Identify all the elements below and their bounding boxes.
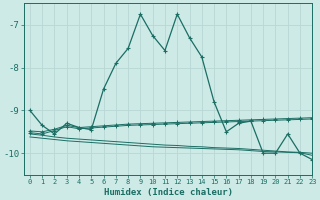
X-axis label: Humidex (Indice chaleur): Humidex (Indice chaleur) (104, 188, 233, 197)
